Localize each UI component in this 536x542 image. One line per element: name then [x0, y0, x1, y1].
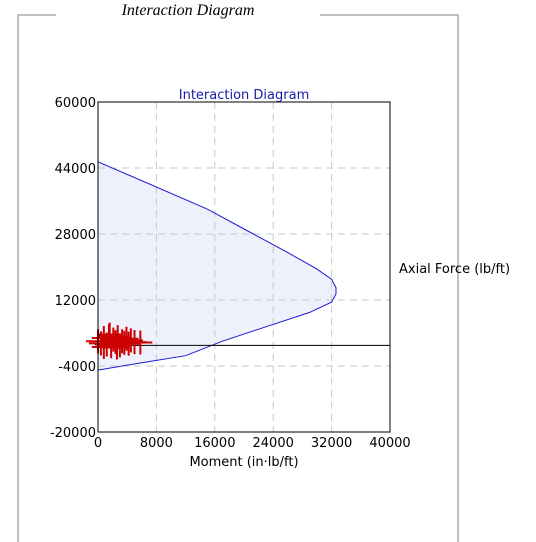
load-point	[128, 330, 153, 355]
x-tick-label: 8000	[140, 436, 173, 451]
groupbox-frame	[17, 14, 459, 542]
y-axis-label: Axial Force (lb/ft)	[399, 262, 510, 277]
y-axis-ticks: 60000 44000 28000 12000 -4000 -20000	[50, 96, 96, 441]
x-axis-label: Moment (in·lb/ft)	[189, 455, 298, 470]
x-tick-label: 16000	[194, 436, 235, 451]
grid-lines	[98, 102, 390, 432]
envelope-fill	[98, 161, 336, 371]
y-tick-label: 44000	[55, 162, 96, 177]
x-tick-label: 0	[94, 436, 102, 451]
load-point	[116, 331, 141, 356]
y-tick-label: 28000	[55, 228, 96, 243]
y-tick-label: 12000	[55, 294, 96, 309]
plot-frame	[97, 101, 391, 433]
y-tick-label: -20000	[50, 426, 96, 441]
x-tick-label: 40000	[369, 436, 410, 451]
y-tick-label: -4000	[58, 360, 96, 375]
envelope-line	[97, 161, 337, 371]
load-point	[104, 335, 129, 360]
load-point	[118, 328, 143, 353]
x-tick-label: 24000	[253, 436, 294, 451]
groupbox-title: Interaction Diagram	[121, 2, 255, 19]
y-tick-label: 60000	[55, 96, 96, 111]
x-axis-ticks: 0 8000 16000 24000 32000 40000	[94, 436, 411, 451]
load-point	[97, 322, 122, 347]
x-tick-label: 32000	[311, 436, 352, 451]
chart-title: Interaction Diagram	[179, 88, 309, 103]
